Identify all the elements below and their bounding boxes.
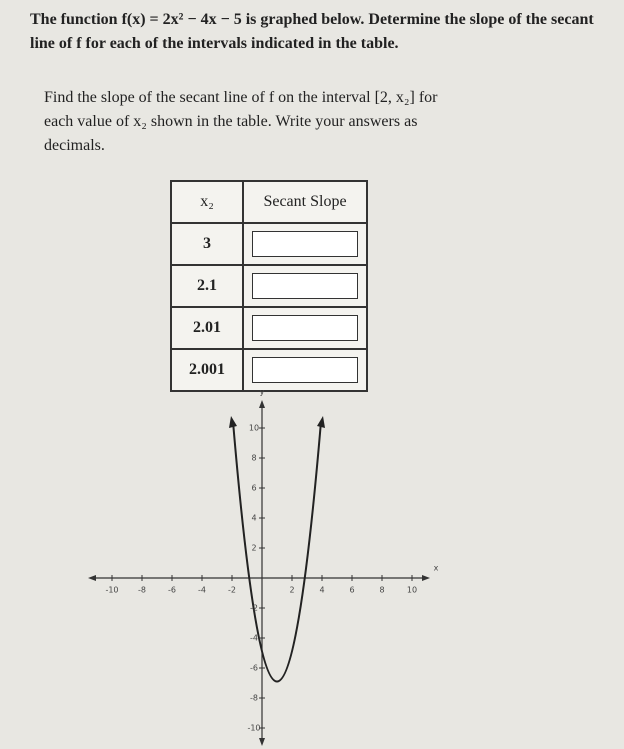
graph: x y -10 -8 -6 -4 -2 2 4 6 8 10 10 8 6 4 2 -2 -4 -6 -8 -10 xyxy=(88,388,439,746)
x2-cell: 2.001 xyxy=(170,348,244,392)
x-tick-label: -6 xyxy=(168,586,176,595)
y-tick-label: -8 xyxy=(250,694,258,703)
x-tick-label: 6 xyxy=(349,586,354,595)
arrow xyxy=(317,416,325,428)
y-tick-label: 2 xyxy=(251,544,256,553)
x-tick-label: -2 xyxy=(228,586,236,595)
x-tick-label: 2 xyxy=(289,586,294,595)
y-tick-label: 8 xyxy=(251,454,256,463)
arrow xyxy=(259,400,265,408)
x-tick-label: 4 xyxy=(319,586,324,595)
answer-input[interactable] xyxy=(252,357,358,383)
header-cell: x₂ xyxy=(170,180,244,224)
header-cell: Secant Slope xyxy=(242,180,368,224)
instructions: Find the slope of the secant line of f o… xyxy=(44,89,438,154)
arrow xyxy=(88,575,96,581)
x-axis-label: x xyxy=(434,564,439,573)
answer-input[interactable] xyxy=(252,231,358,257)
y-tick-label: -6 xyxy=(250,664,258,673)
x-tick-label: 8 xyxy=(379,586,384,595)
x2-cell: 3 xyxy=(170,222,244,266)
y-tick-label: -2 xyxy=(250,604,258,613)
parabola xyxy=(232,424,322,683)
x-tick-label: -10 xyxy=(105,586,118,595)
answer-input[interactable] xyxy=(252,315,358,341)
intro-text: The function f(x) = 2x² − 4x − 5 is grap… xyxy=(30,11,594,52)
y-tick-label: -10 xyxy=(247,724,260,733)
x2-cell: 2.01 xyxy=(170,306,244,350)
x-tick-label: 10 xyxy=(407,586,417,595)
y-tick-label: 6 xyxy=(251,484,256,493)
y-axis-label: y xyxy=(260,388,265,397)
secant-table: x₂ Secant Slope 3 2.1 2.01 2.001 xyxy=(170,180,368,392)
x2-cell: 2.1 xyxy=(170,264,244,308)
x-tick-label: -4 xyxy=(198,586,206,595)
y-tick-label: -4 xyxy=(250,634,258,643)
y-tick-label: 4 xyxy=(251,514,256,523)
answer-input[interactable] xyxy=(252,273,358,299)
x-tick-label: -8 xyxy=(138,586,146,595)
arrow xyxy=(229,416,237,428)
arrow xyxy=(422,575,430,581)
arrow xyxy=(259,738,265,746)
y-tick-label: 10 xyxy=(249,424,259,433)
